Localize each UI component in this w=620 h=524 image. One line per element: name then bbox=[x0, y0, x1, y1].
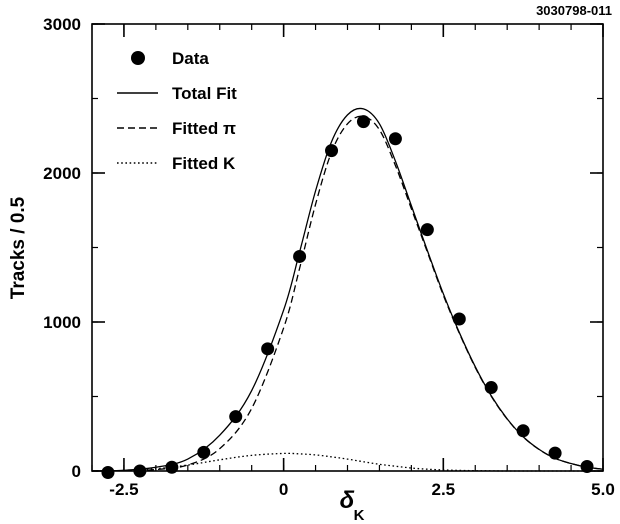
data-point bbox=[101, 465, 115, 479]
data-point bbox=[388, 132, 402, 146]
y-axis-label: Tracks / 0.5 bbox=[8, 196, 29, 299]
y-tick-label: 2000 bbox=[43, 164, 81, 183]
data-point bbox=[293, 249, 307, 263]
legend-label-total-fit: Total Fit bbox=[172, 84, 237, 103]
fitted-k-curve bbox=[91, 452, 603, 472]
x-axis-label-sub: K bbox=[354, 507, 365, 524]
legend: Data Total Fit Fitted π Fitted K bbox=[117, 49, 237, 173]
plot-frame bbox=[91, 23, 604, 472]
data-point bbox=[261, 342, 275, 356]
data-point bbox=[548, 446, 562, 460]
x-tick-label: 5.0 bbox=[591, 480, 615, 499]
x-axis-label: δ K bbox=[340, 487, 365, 524]
data-point bbox=[229, 410, 243, 424]
data-point bbox=[356, 115, 370, 129]
x-tick-label: 2.5 bbox=[431, 480, 455, 499]
legend-label-data: Data bbox=[172, 49, 209, 68]
x-tick-label: -2.5 bbox=[109, 480, 138, 499]
axis-ticks bbox=[91, 23, 604, 472]
data-point bbox=[133, 464, 147, 478]
data-point bbox=[580, 460, 594, 474]
y-tick-label: 1000 bbox=[43, 313, 81, 332]
data-point bbox=[484, 381, 498, 395]
data-point bbox=[420, 223, 434, 237]
tick-labels: -2.5 0 2.5 5.0 0 1000 2000 3000 bbox=[43, 15, 615, 499]
legend-label-fitted: Fitted π bbox=[172, 119, 236, 138]
y-tick-label: 0 bbox=[72, 462, 81, 481]
data-point bbox=[516, 424, 530, 438]
data-points bbox=[101, 115, 594, 479]
fit-curves bbox=[91, 107, 604, 472]
x-tick-label: 0 bbox=[279, 480, 288, 499]
total-fit-curve bbox=[91, 107, 604, 472]
fitted-curve bbox=[91, 115, 604, 472]
legend-marker-data bbox=[131, 51, 145, 65]
data-point bbox=[325, 144, 339, 158]
x-axis-label-main: δ bbox=[340, 487, 355, 514]
figure-id: 3030798-011 bbox=[536, 3, 612, 18]
y-tick-label: 3000 bbox=[43, 15, 81, 34]
data-point bbox=[452, 312, 466, 326]
data-point bbox=[165, 460, 179, 474]
data-point bbox=[197, 445, 211, 459]
legend-label-fitted-k: Fitted K bbox=[172, 154, 236, 173]
